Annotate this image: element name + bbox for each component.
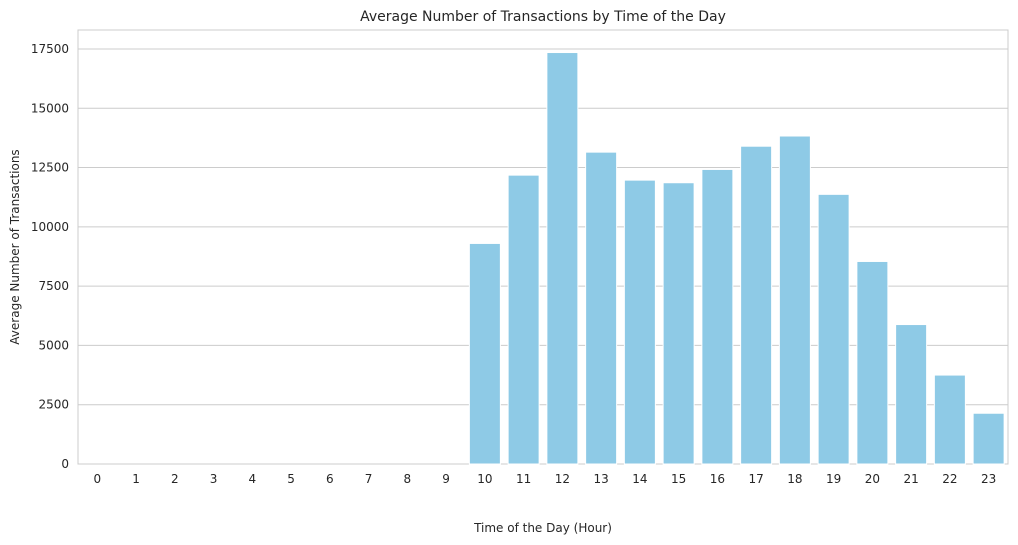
y-tick-label: 10000 [31,220,69,234]
bar-hour-10 [468,242,501,465]
x-tick-label: 10 [477,472,492,486]
y-tick-label: 17500 [31,42,69,56]
bar-hour-14 [623,179,656,465]
y-tick-label: 7500 [38,279,69,293]
x-axis-label: Time of the Day (Hour) [473,521,612,535]
gridlines [78,48,1008,465]
x-tick-label: 8 [404,472,412,486]
bar-hour-18 [778,135,811,465]
bar-hour-22 [933,374,966,465]
bar-hour-15 [662,182,695,465]
bar-hour-20 [856,260,889,465]
x-tick-label: 13 [593,472,608,486]
x-tick-label: 17 [748,472,763,486]
x-tick-label: 19 [826,472,841,486]
bar-hour-21 [895,324,928,465]
bar-hour-23 [972,412,1005,465]
y-tick-label: 2500 [38,398,69,412]
x-tick-label: 3 [210,472,218,486]
x-tick-label: 5 [287,472,295,486]
y-tick-label: 15000 [31,101,69,115]
x-tick-label: 14 [632,472,647,486]
x-tick-label: 20 [865,472,880,486]
x-tick-label: 7 [365,472,373,486]
bar-hour-11 [507,174,540,465]
x-tick-label: 9 [442,472,450,486]
bar-hour-16 [701,168,734,465]
x-tick-label: 11 [516,472,531,486]
x-tick-label: 22 [942,472,957,486]
bar-hour-12 [546,52,579,465]
x-tick-label: 21 [903,472,918,486]
bars [468,52,1005,465]
x-tick-label: 0 [94,472,102,486]
y-tick-label: 12500 [31,161,69,175]
x-tick-label: 23 [981,472,996,486]
x-tick-label: 12 [555,472,570,486]
y-tick-label: 5000 [38,338,69,352]
x-tick-label: 6 [326,472,334,486]
chart-title: Average Number of Transactions by Time o… [360,9,726,25]
x-tick-label: 18 [787,472,802,486]
y-axis-ticks: 0 2500 5000 7500 10000 12500 15000 17500 [31,42,69,471]
y-tick-label: 0 [61,457,69,471]
x-tick-label: 4 [249,472,257,486]
bar-hour-17 [740,145,773,465]
x-tick-label: 16 [710,472,725,486]
x-axis-ticks: 0 1 2 3 4 5 6 7 8 9 10 11 12 13 14 15 16 17 18 19 20 21 22 23 [94,472,997,486]
x-tick-label: 2 [171,472,179,486]
x-tick-label: 1 [132,472,140,486]
x-tick-label: 15 [671,472,686,486]
bar-hour-13 [585,151,618,465]
y-axis-label: Average Number of Transactions [8,149,22,344]
bar-hour-19 [817,193,850,465]
